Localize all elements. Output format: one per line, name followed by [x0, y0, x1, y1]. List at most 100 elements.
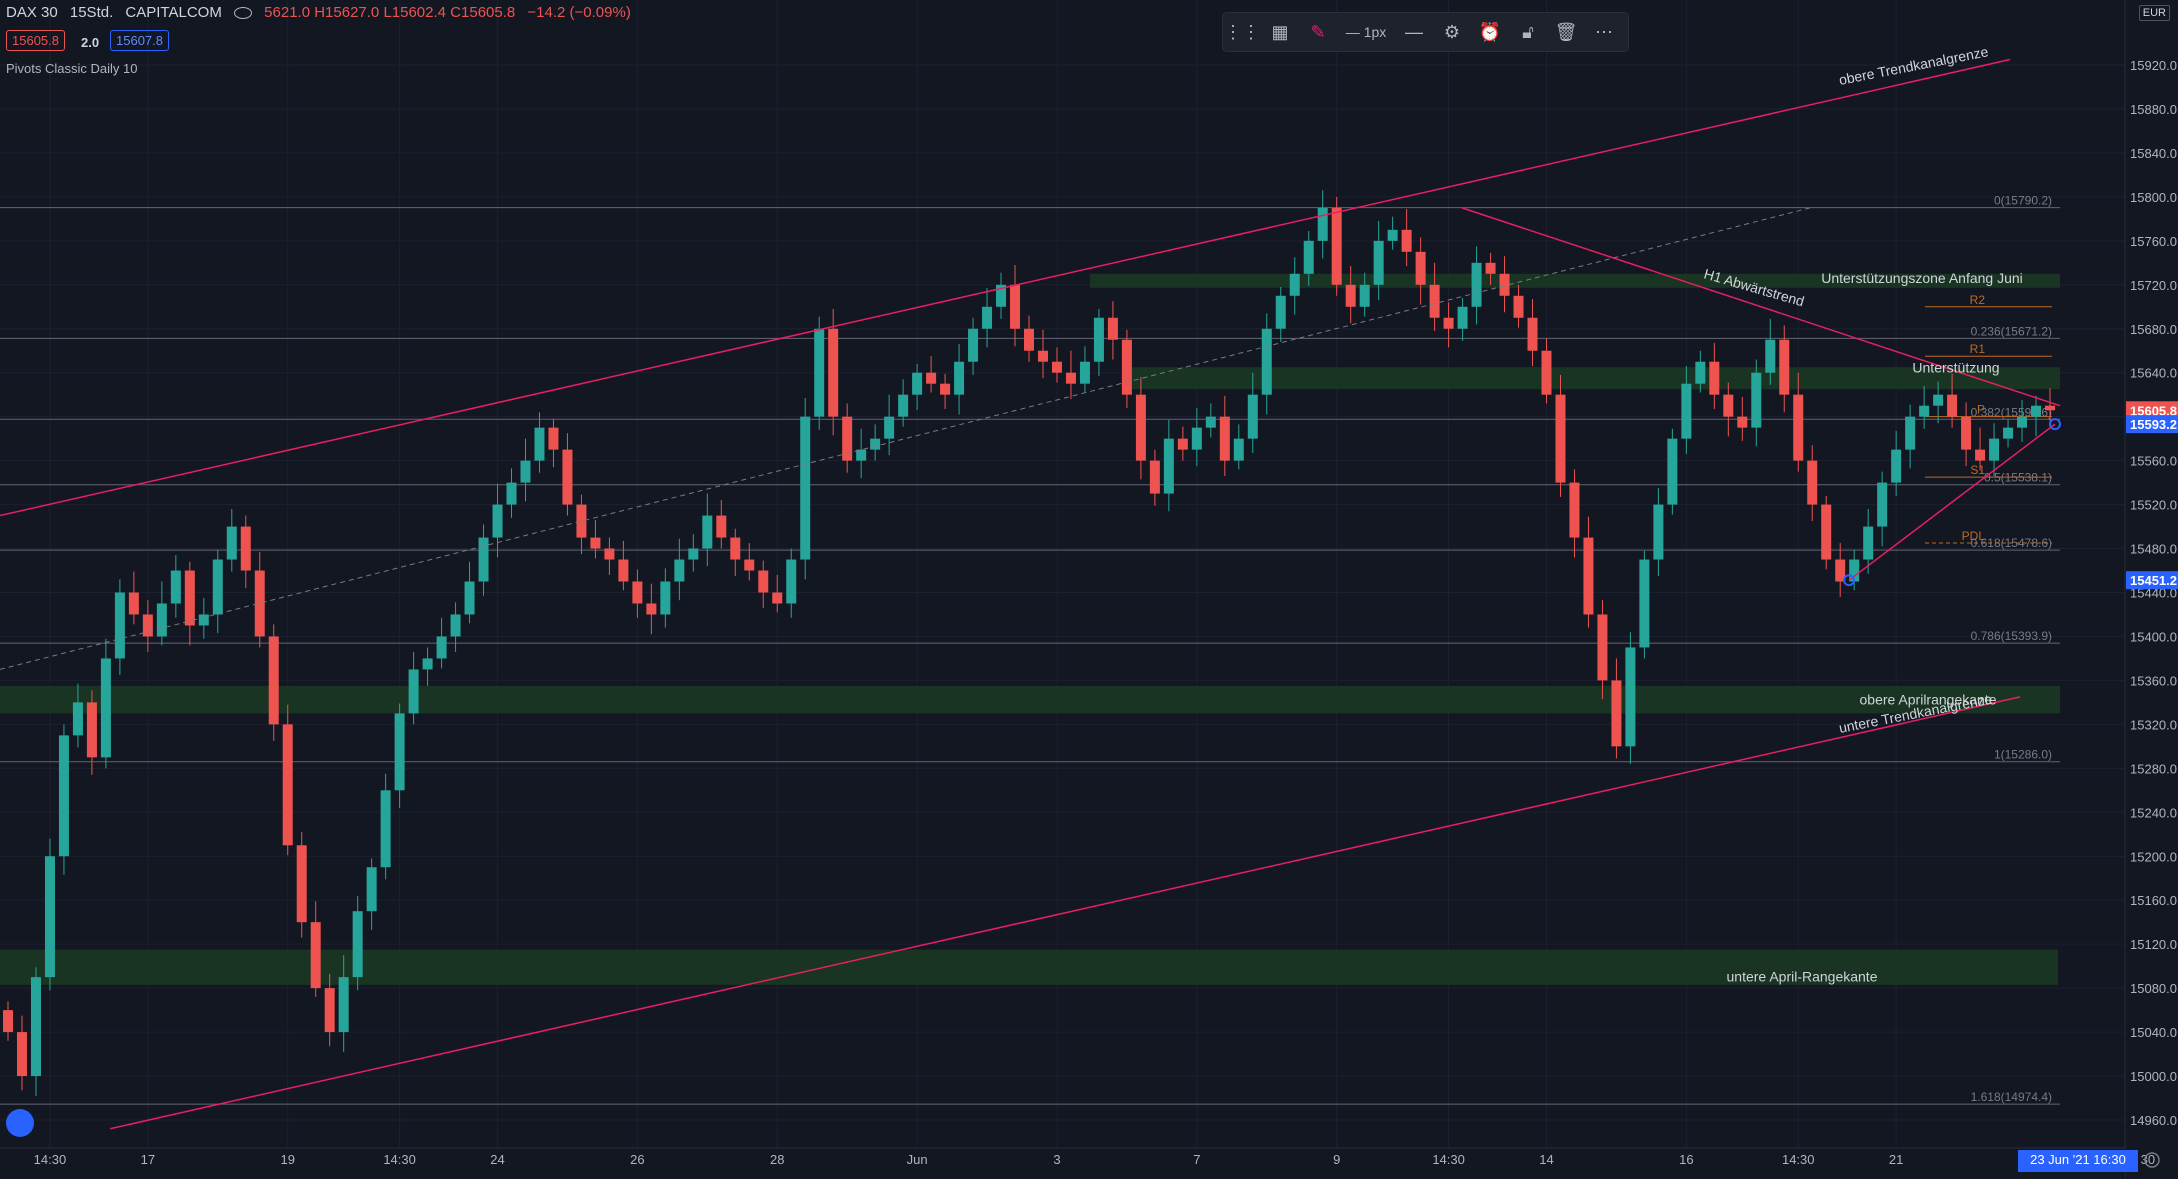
price-tick-label: 15920.0 [2130, 58, 2177, 73]
candle-body [1555, 394, 1566, 483]
currency-label[interactable]: EUR [2138, 5, 2170, 21]
candle-body [898, 394, 909, 417]
candle-body [338, 977, 349, 1033]
tradingview-logo-icon [6, 1109, 34, 1137]
candle-body [1611, 680, 1622, 747]
time-tick-label: 14:30 [383, 1152, 416, 1167]
price-tick-label: 15640.0 [2130, 366, 2177, 381]
candle-body [1527, 317, 1538, 351]
candle-body [1947, 394, 1958, 417]
candle-body [1499, 273, 1510, 296]
time-tick-label: 16 [1679, 1152, 1693, 1167]
interval-label[interactable]: 15Std. [69, 4, 114, 21]
candle-body [1877, 482, 1888, 527]
more-icon[interactable]: ⋯ [1595, 21, 1613, 42]
candle-body [1024, 328, 1034, 351]
candle-body [772, 592, 783, 604]
candle-body [1163, 438, 1174, 494]
line-dash-icon[interactable]: — [1405, 21, 1423, 42]
eye-icon[interactable] [234, 7, 252, 20]
candle-body [856, 449, 867, 461]
sell-price-button[interactable]: 15605.8 [6, 30, 65, 51]
candle-body [1821, 504, 1832, 560]
candle-body [1835, 559, 1846, 582]
time-tick-label: 3 [1053, 1152, 1060, 1167]
price-tick-label: 15840.0 [2130, 146, 2177, 161]
template-icon[interactable]: ▦ [1271, 21, 1289, 42]
candle-body [2003, 427, 2014, 439]
candle-body [184, 570, 195, 626]
time-tick-label: 24 [490, 1152, 504, 1167]
time-tick-label: 7 [1193, 1152, 1200, 1167]
pencil-icon[interactable]: ✎ [1310, 21, 1326, 42]
candle-body [1093, 317, 1104, 362]
candle-body [1919, 405, 1930, 417]
indicator-legend[interactable]: Pivots Classic Daily 10 [6, 61, 138, 76]
candle-body [142, 614, 153, 637]
anchor-point [1843, 574, 1855, 587]
price-tick-label: 15560.0 [2130, 454, 2177, 469]
candle-body [842, 416, 853, 461]
alert-add-icon[interactable]: ⏰ [1478, 21, 1502, 42]
candle-body [1331, 207, 1342, 285]
candle-body [2017, 416, 2028, 428]
zone-label: Unterstützungszone Anfang Juni [1821, 270, 2023, 286]
candle-body [1891, 449, 1902, 483]
price-tick-label: 15880.0 [2130, 102, 2177, 117]
candle-body [310, 922, 321, 989]
candle-body [226, 526, 237, 560]
price-tick-label: 15320.0 [2130, 717, 2177, 732]
candle-body [478, 537, 489, 582]
candle-body [464, 581, 475, 615]
candle-body [1205, 416, 1216, 428]
buy-price-button[interactable]: 15607.8 [110, 30, 169, 51]
candle-body [1177, 438, 1188, 450]
candle-body [1051, 361, 1062, 373]
time-tick-label: 19 [280, 1152, 294, 1167]
candle-body [380, 790, 391, 868]
candle-body [1989, 438, 2000, 461]
time-tick-label: 14:30 [34, 1152, 67, 1167]
candle-body [1723, 394, 1734, 417]
price-tick-label: 15680.0 [2130, 322, 2177, 337]
candle-body [548, 427, 559, 450]
trash-icon[interactable]: 🗑︎ [1554, 21, 1578, 42]
candle-body [1107, 317, 1118, 340]
price-axis [2125, 0, 2178, 1179]
candle-body [590, 537, 601, 549]
pivot-label: P [1977, 403, 1985, 417]
candle-body [1415, 251, 1426, 285]
candle-body [100, 658, 111, 758]
spread-value: 2.0 [81, 35, 100, 50]
settings-icon[interactable]: ⚙ [1443, 21, 1461, 42]
price-tick-label: 15280.0 [2130, 761, 2177, 776]
fib-level-label: 1.618(14974.4) [1971, 1090, 2052, 1104]
candle-body [1471, 262, 1482, 307]
time-tick-label: 26 [630, 1152, 644, 1167]
candle-body [1149, 460, 1160, 494]
line-width-button[interactable]: — 1px [1345, 24, 1387, 40]
candle-body [702, 515, 713, 549]
price-tick-label: 15480.0 [2130, 542, 2177, 557]
candle-body [660, 581, 671, 615]
candle-body [86, 702, 97, 758]
time-tick-label: 17 [141, 1152, 155, 1167]
candle-body [1849, 559, 1860, 582]
candle-body [30, 977, 41, 1077]
drag-handle-icon[interactable]: ⋮⋮ [1224, 21, 1260, 42]
price-tick-label: 15200.0 [2130, 849, 2177, 864]
candle-body [1625, 647, 1636, 747]
lock-icon[interactable]: 🔓︎ [1522, 21, 1534, 42]
symbol-name[interactable]: DAX 30 [6, 4, 58, 21]
candle-body [800, 416, 811, 560]
time-axis [0, 1148, 2125, 1179]
candle-body [786, 559, 797, 604]
price-tick-label: 15240.0 [2130, 805, 2177, 820]
candle-body [128, 592, 139, 615]
candle-body [254, 570, 265, 637]
candle-body [1681, 383, 1692, 439]
candle-body [1247, 394, 1258, 439]
candle-body [1793, 394, 1804, 461]
time-tick-label: 9 [1333, 1152, 1340, 1167]
